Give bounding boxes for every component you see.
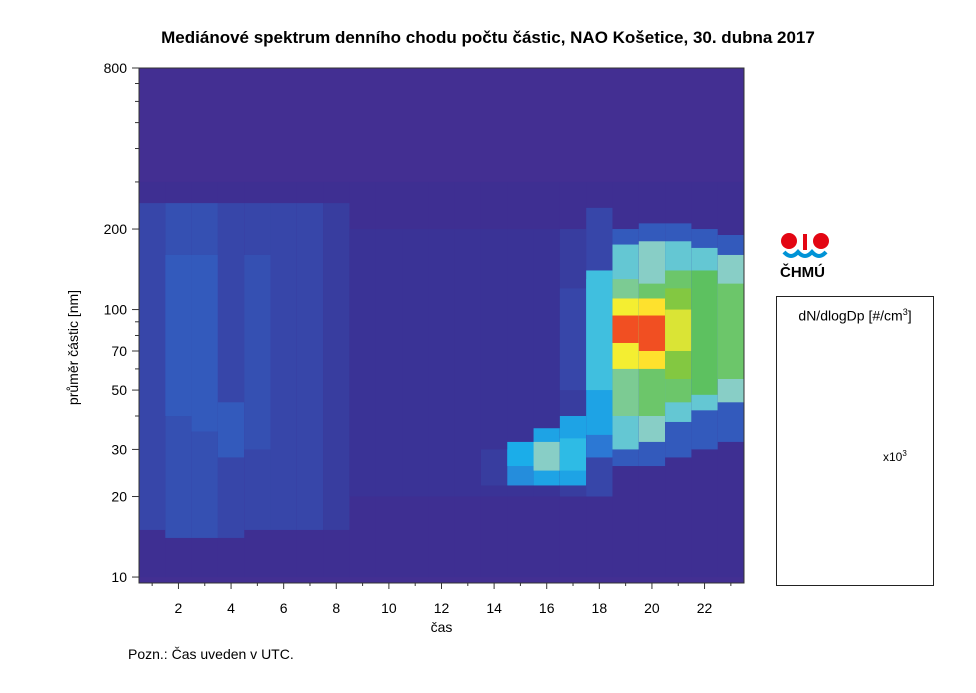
heatmap-cell (270, 203, 298, 530)
heatmap-cell (165, 254, 193, 417)
chart-title: Mediánové spektrum denního chodu počtu č… (161, 28, 815, 47)
y-tick-label: 800 (104, 60, 128, 76)
colorbar-multiplier: x103 (883, 449, 907, 464)
footnote: Pozn.: Čas uveden v UTC. (128, 646, 294, 662)
colorbar-box: dN/dlogDp [#/cm3] x103 (776, 296, 934, 586)
heatmap-cell (191, 254, 219, 432)
heatmap-cell (559, 288, 587, 391)
heatmap-cell (717, 283, 745, 380)
heatmap-cell (349, 229, 377, 497)
y-tick-label: 10 (111, 569, 127, 585)
x-tick-label: 6 (280, 600, 288, 616)
heatmap-cell (612, 315, 640, 343)
x-tick-label: 22 (697, 600, 713, 616)
y-tick-label: 70 (111, 343, 127, 359)
heatmap-cell (217, 203, 245, 538)
heatmap-cell (139, 203, 166, 530)
x-tick-label: 18 (592, 600, 608, 616)
y-tick-label: 100 (104, 302, 128, 318)
heatmap-cell (533, 441, 561, 471)
heatmap-cell (244, 254, 272, 450)
x-tick-label: 10 (381, 600, 397, 616)
heatmap-cell (507, 441, 535, 467)
heatmap-cell (559, 438, 587, 471)
heatmap-cell (665, 309, 692, 351)
x-axis: 2 4 6 8 10 12 14 16 18 20 22 (139, 582, 744, 616)
heatmap-cell (454, 229, 482, 497)
heatmap-cell (586, 270, 613, 391)
heatmap-cell (691, 270, 719, 395)
heatmap-cell (296, 203, 324, 530)
x-tick-label: 12 (434, 600, 450, 616)
y-tick-label: 200 (104, 221, 128, 237)
chmu-logo-icon: ČHMÚ (778, 230, 838, 286)
x-tick-label: 8 (332, 600, 340, 616)
x-tick-label: 16 (539, 600, 555, 616)
colorbar-title: dN/dlogDp [#/cm3] (798, 307, 912, 324)
x-tick-label: 4 (227, 600, 235, 616)
y-axis-label: průměr částic [nm] (65, 290, 81, 405)
heatmap-cell (323, 203, 350, 530)
y-axis: 10 20 30 50 70 100 200 800 (104, 60, 140, 585)
heatmap-cell (375, 229, 403, 497)
y-tick-label: 50 (111, 382, 127, 398)
heatmap-cell (402, 229, 429, 497)
x-axis-label: čas (431, 619, 453, 635)
heatmap-cell (428, 229, 456, 497)
logo-text: ČHMÚ (780, 264, 825, 281)
heatmap-cell (480, 449, 508, 486)
heatmap-cell (638, 315, 666, 351)
x-tick-label: 20 (644, 600, 660, 616)
y-tick-label: 30 (111, 441, 127, 457)
y-tick-label: 20 (111, 489, 127, 505)
x-tick-label: 14 (486, 600, 502, 616)
heatmap-cells (139, 68, 745, 583)
heatmap-cell (217, 402, 245, 458)
x-tick-label: 2 (175, 600, 183, 616)
